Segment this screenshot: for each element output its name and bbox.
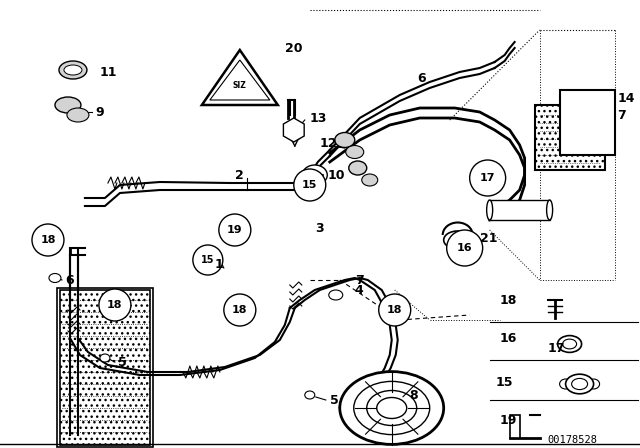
Text: 21: 21 — [479, 232, 497, 245]
Text: 18: 18 — [387, 305, 403, 315]
FancyBboxPatch shape — [534, 105, 605, 170]
Bar — [534, 105, 605, 170]
Ellipse shape — [67, 108, 89, 122]
Text: 15: 15 — [495, 375, 513, 388]
Text: 16: 16 — [500, 332, 517, 345]
Polygon shape — [210, 60, 270, 100]
Text: 7: 7 — [355, 273, 364, 287]
Circle shape — [557, 336, 582, 353]
Circle shape — [572, 379, 588, 390]
Circle shape — [566, 374, 593, 394]
Text: 9: 9 — [95, 105, 104, 119]
Text: 10: 10 — [328, 168, 345, 181]
Ellipse shape — [470, 160, 506, 196]
Ellipse shape — [32, 224, 64, 256]
Text: 13: 13 — [310, 112, 327, 125]
Ellipse shape — [224, 294, 256, 326]
Text: 18: 18 — [232, 305, 248, 315]
Text: 19: 19 — [227, 225, 243, 235]
Text: 19: 19 — [500, 414, 517, 426]
Text: 5: 5 — [330, 393, 339, 406]
Text: 15: 15 — [302, 180, 317, 190]
Text: 15: 15 — [201, 255, 214, 265]
Circle shape — [354, 381, 429, 435]
Ellipse shape — [329, 290, 343, 300]
Text: 17: 17 — [548, 341, 565, 354]
Text: 7: 7 — [618, 108, 627, 121]
Circle shape — [367, 391, 417, 426]
Text: 18: 18 — [40, 235, 56, 245]
Text: 14: 14 — [618, 91, 635, 104]
Polygon shape — [559, 90, 614, 155]
Ellipse shape — [346, 146, 364, 159]
Text: 20: 20 — [285, 42, 302, 55]
Ellipse shape — [193, 245, 223, 275]
Text: 1: 1 — [215, 258, 223, 271]
Ellipse shape — [64, 65, 82, 75]
Ellipse shape — [55, 97, 81, 113]
Polygon shape — [284, 118, 304, 142]
Text: 5: 5 — [118, 356, 127, 369]
Ellipse shape — [305, 391, 315, 399]
Ellipse shape — [59, 61, 87, 79]
Ellipse shape — [559, 379, 572, 389]
Ellipse shape — [379, 294, 411, 326]
Text: 11: 11 — [100, 65, 117, 78]
Text: SIZ: SIZ — [233, 81, 247, 90]
Text: 12: 12 — [320, 137, 337, 150]
Ellipse shape — [547, 200, 552, 220]
Polygon shape — [202, 50, 278, 105]
Ellipse shape — [302, 165, 327, 185]
Text: 4: 4 — [355, 284, 364, 297]
Ellipse shape — [335, 133, 355, 147]
Polygon shape — [509, 415, 520, 438]
Ellipse shape — [349, 161, 367, 175]
Text: 16: 16 — [457, 243, 472, 253]
Text: 8: 8 — [410, 388, 419, 401]
Text: 6: 6 — [418, 72, 426, 85]
Text: 3: 3 — [315, 221, 323, 234]
Bar — [57, 288, 153, 447]
Text: 18: 18 — [107, 300, 123, 310]
Bar — [60, 290, 150, 445]
Circle shape — [340, 371, 444, 444]
Ellipse shape — [486, 200, 493, 220]
Text: 18: 18 — [500, 293, 517, 306]
Ellipse shape — [444, 231, 472, 249]
Circle shape — [563, 339, 577, 349]
Circle shape — [377, 397, 406, 418]
Text: 6: 6 — [65, 273, 74, 287]
Ellipse shape — [362, 174, 378, 186]
Ellipse shape — [49, 273, 61, 283]
Ellipse shape — [99, 289, 131, 321]
Ellipse shape — [588, 379, 600, 389]
Text: 17: 17 — [480, 173, 495, 183]
Bar — [490, 200, 550, 220]
Ellipse shape — [100, 354, 110, 362]
Ellipse shape — [294, 169, 326, 201]
Text: 2: 2 — [235, 168, 244, 181]
Ellipse shape — [219, 214, 251, 246]
Text: 00178528: 00178528 — [548, 435, 598, 445]
Ellipse shape — [447, 230, 483, 266]
